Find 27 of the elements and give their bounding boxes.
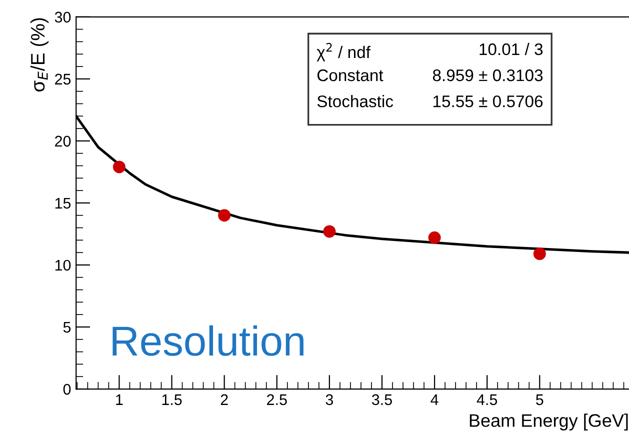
y-axis-title: σ$_{E}$/E (%) <box>30 18 49 92</box>
y-tick-label: 10 <box>55 260 71 271</box>
y-tick-label: 30 <box>54 12 71 23</box>
x-tick-label: 1 <box>116 394 123 405</box>
y-tick-label: 25 <box>55 74 71 85</box>
x-tick-label: 3.5 <box>372 394 392 406</box>
y-tick-label: 15 <box>55 198 71 209</box>
point <box>323 225 336 238</box>
point <box>112 160 126 174</box>
y-tick-label: 20 <box>55 136 71 147</box>
point <box>218 209 231 222</box>
text: Constant 8.959 ± 0.3103 <box>317 69 543 82</box>
x-tick-label: 2.5 <box>267 394 287 406</box>
x-tick-label: 4.5 <box>476 394 498 406</box>
x-tick-label: 2 <box>220 394 228 405</box>
text: χ$^{2}$ / ndf 10.01 / 3 <box>316 42 543 62</box>
x-tick-label: 1.5 <box>162 394 182 406</box>
x-axis-title: Beam Energy [GeV] <box>470 414 628 430</box>
point <box>428 231 441 244</box>
annotation: Resolution <box>112 325 304 356</box>
x-tick-label: 4 <box>430 394 438 405</box>
x-tick-label: 3 <box>326 394 334 406</box>
point <box>533 248 546 260</box>
x-tick-label: 5 <box>536 394 544 406</box>
y-tick-label: 5 <box>63 322 71 333</box>
y-tick-label: 0 <box>63 384 71 395</box>
text: Stochastic 15.55 ± 0.5706 <box>317 95 543 108</box>
